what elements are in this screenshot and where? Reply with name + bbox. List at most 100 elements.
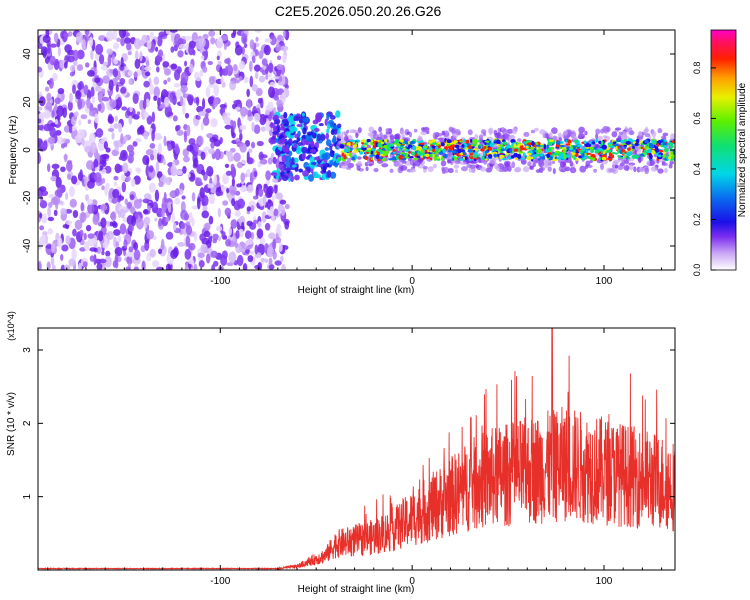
heatmap-noise-blob: [138, 198, 143, 204]
heatmap-noise-blob: [119, 208, 126, 219]
heatmap-tone-halo: [547, 166, 552, 172]
heatmap-tone-core: [536, 145, 539, 151]
heatmap-noise-blob: [87, 119, 92, 124]
heatmap-noise-blob: [196, 135, 204, 146]
heatmap-noise-blob: [174, 188, 180, 197]
heatmap-tone-halo: [494, 132, 501, 139]
heatmap-noise-blob: [205, 112, 209, 119]
heatmap-tone-core: [587, 143, 592, 148]
heatmap-tone-core: [396, 143, 401, 147]
heatmap-noise-blob: [45, 101, 53, 111]
heatmap-onset-blob: [306, 131, 314, 136]
heatmap-noise-blob: [232, 120, 237, 130]
heatmap-noise-blob: [271, 195, 275, 204]
heatmap-tone-core: [499, 154, 504, 158]
heatmap-noise-blob: [183, 212, 189, 221]
heatmap-marks: [38, 30, 675, 270]
heatmap-noise-blob: [161, 208, 165, 219]
heatmap-tone-core: [355, 142, 358, 145]
heatmap-noise-blob: [259, 237, 266, 245]
heatmap-noise-blob: [116, 37, 121, 42]
heatmap-noise-blob: [151, 129, 155, 142]
heatmap-tone-core: [513, 143, 517, 148]
heatmap-noise-blob: [52, 72, 58, 82]
heatmap-noise-blob: [80, 114, 88, 120]
heatmap-tone-core: [390, 144, 394, 147]
heatmap-noise-blob: [165, 231, 174, 240]
heatmap-tone-core: [370, 141, 374, 146]
heatmap-tone-halo: [657, 168, 664, 174]
heatmap-noise-blob: [133, 266, 139, 270]
heatmap-onset-blob: [273, 125, 278, 133]
heatmap-noise-blob: [80, 202, 85, 212]
heatmap-noise-blob: [279, 199, 287, 205]
heatmap-onset-blob: [275, 149, 281, 156]
heatmap-noise-blob: [213, 84, 220, 97]
heatmap-tone-core: [370, 151, 374, 155]
heatmap-noise-blob: [225, 170, 232, 176]
heatmap-noise-blob: [255, 36, 259, 42]
heatmap-tone-core: [487, 154, 492, 159]
heatmap-noise-blob: [173, 44, 179, 52]
heatmap-tone-core: [640, 146, 644, 150]
heatmap-onset-blob: [279, 126, 286, 131]
heatmap-onset-blob: [333, 128, 338, 135]
heatmap-noise-blob: [248, 148, 253, 153]
heatmap-tone-halo: [409, 168, 417, 173]
heatmap-noise-blob: [119, 77, 126, 85]
heatmap-tone-core: [525, 145, 529, 149]
heatmap-noise-blob: [206, 133, 214, 139]
heatmap-tone-core: [654, 146, 659, 151]
heatmap-tone-core: [416, 155, 421, 159]
heatmap-noise-blob: [246, 98, 252, 109]
heatmap-tone-halo: [467, 129, 473, 136]
heatmap-noise-blob: [269, 81, 276, 87]
heatmap-tone-halo: [389, 168, 394, 173]
heatmap-noise-blob: [120, 133, 124, 145]
heatmap-noise-blob: [38, 66, 43, 73]
heatmap-noise-blob: [54, 103, 58, 112]
heatmap-tone-core: [422, 147, 427, 151]
heatmap-tone-halo: [504, 162, 510, 168]
heatmap-noise-blob: [276, 223, 282, 230]
heatmap-noise-blob: [105, 250, 111, 257]
heatmap-noise-blob: [146, 39, 152, 50]
heatmap-tone-core: [392, 151, 396, 154]
heatmap-tone-core: [626, 151, 631, 157]
heatmap-noise-blob: [180, 222, 186, 230]
heatmap-noise-blob: [68, 123, 73, 134]
heatmap-onset-blob: [273, 114, 279, 121]
heatmap-noise-blob: [114, 254, 119, 265]
heatmap-noise-blob: [118, 30, 127, 39]
heatmap-tone-halo: [341, 137, 345, 144]
heatmap-noise-blob: [51, 163, 60, 169]
heatmap-noise-blob: [269, 206, 275, 214]
heatmap-noise-blob: [213, 174, 218, 186]
heatmap-noise-blob: [39, 212, 43, 219]
heatmap-tone-halo: [460, 161, 467, 166]
heatmap-onset-blob: [314, 156, 321, 161]
colorbar-tick-label: 0.4: [692, 163, 702, 176]
heatmap-noise-blob: [278, 242, 283, 252]
heatmap-noise-blob: [130, 206, 136, 215]
heatmap-noise-blob: [128, 224, 135, 232]
heatmap-tone-core: [344, 148, 348, 153]
heatmap-noise-blob: [65, 235, 71, 245]
heatmap-noise-blob: [153, 86, 161, 98]
heatmap-onset-blob: [273, 119, 279, 125]
heatmap-noise-blob: [112, 68, 119, 78]
heatmap-onset-blob: [301, 152, 306, 160]
heatmap-onset-blob: [331, 150, 335, 154]
heatmap-tone-halo: [498, 168, 504, 173]
heatmap-tone-halo: [385, 128, 391, 133]
heatmap-tone-core: [440, 142, 445, 147]
heatmap-tone-core: [496, 139, 501, 145]
heatmap-tone-core: [437, 141, 441, 145]
heatmap-noise-blob: [142, 198, 150, 204]
heatmap-tone-core: [349, 139, 356, 142]
heatmap-noise-blob: [184, 60, 188, 67]
heatmap-tone-halo: [460, 166, 468, 172]
heatmap-onset-blob: [296, 113, 301, 117]
heatmap-onset-blob: [329, 159, 334, 166]
heatmap-noise-blob: [109, 99, 117, 109]
